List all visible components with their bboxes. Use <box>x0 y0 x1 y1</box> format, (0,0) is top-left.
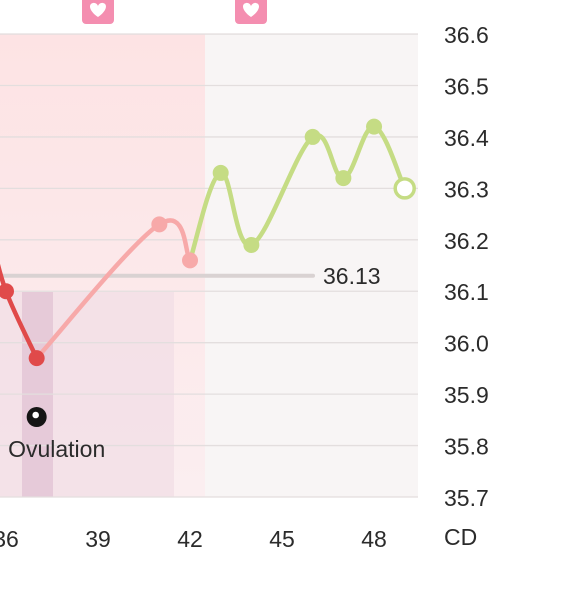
x-tick-label: 39 <box>85 526 111 552</box>
luteal-region <box>205 34 418 497</box>
y-tick-label: 35.8 <box>444 434 489 460</box>
y-tick-label: 36.3 <box>444 176 489 202</box>
chart-background <box>0 34 418 497</box>
x-tick-label: 48 <box>361 526 387 552</box>
x-axis-label: CD <box>444 524 477 550</box>
y-tick-label: 36.1 <box>444 279 489 305</box>
temperature-points <box>0 118 416 367</box>
heart-marker <box>235 0 267 24</box>
heart-markers <box>82 0 267 24</box>
data-point <box>304 128 321 145</box>
x-tick-label: 36 <box>0 526 19 552</box>
ovulation-label: Ovulation <box>8 436 105 462</box>
grid-lines <box>0 33 418 498</box>
y-tick-label: 36.4 <box>444 125 489 151</box>
series-line-post-ovulation <box>34 218 193 361</box>
data-point <box>0 283 14 300</box>
data-point <box>182 252 199 269</box>
data-point <box>28 350 45 367</box>
data-point <box>243 236 260 253</box>
x-axis: 36 39 42 45 48 CD <box>0 524 477 552</box>
coverline: 36.13 <box>0 263 381 289</box>
x-tick-label: 42 <box>177 526 203 552</box>
y-tick-label: 35.7 <box>444 485 489 511</box>
heart-icon <box>243 2 259 18</box>
ovulation-dot-highlight <box>32 411 39 419</box>
y-tick-label: 35.9 <box>444 382 489 408</box>
heart-icon <box>90 2 106 18</box>
data-point-open <box>393 177 416 200</box>
data-point <box>335 170 352 187</box>
y-tick-label: 36.5 <box>444 73 489 99</box>
data-point <box>151 216 168 233</box>
y-tick-label: 36.6 <box>444 22 489 48</box>
x-tick-label: 45 <box>269 526 295 552</box>
y-tick-label: 36.0 <box>444 331 489 357</box>
data-point <box>212 164 229 181</box>
data-point <box>366 118 383 135</box>
y-axis: 36.6 36.5 36.4 36.3 36.2 36.1 36.0 35.9 35.8 35.7 <box>444 22 489 511</box>
heart-marker <box>82 0 114 24</box>
annotations: Ovulation <box>8 407 105 462</box>
coverline-label: 36.13 <box>323 263 381 289</box>
y-tick-label: 36.2 <box>444 228 489 254</box>
